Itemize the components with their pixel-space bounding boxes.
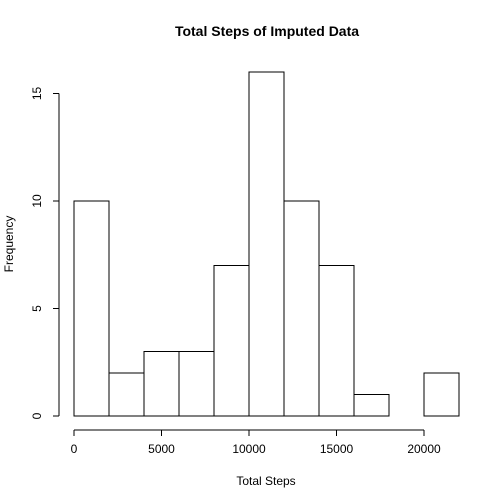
histogram-bar-5 [248, 71, 285, 417]
y-tick-label-1: 5 [30, 305, 44, 312]
x-axis: 0 5000 10000 15000 20000 [71, 429, 441, 456]
y-axis: 0 5 10 15 [30, 87, 60, 419]
bars-group [73, 71, 460, 417]
chart-title: Total Steps of Imputed Data [175, 23, 359, 39]
x-tick-label-4: 20000 [407, 442, 441, 456]
histogram-bar-7 [318, 265, 355, 417]
y-tick-label-0: 0 [30, 412, 44, 419]
histogram-bar-6 [283, 200, 320, 417]
histogram-bar-1 [108, 372, 145, 417]
histogram-bar-0 [73, 200, 110, 417]
histogram-bar-8 [353, 394, 390, 417]
x-tick-label-0: 0 [71, 442, 78, 456]
x-tick-label-2: 10000 [232, 442, 266, 456]
y-tick-label-3: 15 [30, 87, 44, 101]
histogram-bar-3 [178, 351, 215, 417]
histogram-bar-10 [423, 372, 460, 417]
x-tick-label-1: 5000 [148, 442, 175, 456]
histogram-bar-2 [143, 351, 180, 417]
y-axis-label: Frequency [2, 216, 16, 273]
x-axis-label: Total Steps [236, 474, 295, 488]
x-tick-label-3: 15000 [320, 442, 354, 456]
y-tick-label-2: 10 [30, 194, 44, 208]
histogram-bar-4 [213, 265, 250, 417]
